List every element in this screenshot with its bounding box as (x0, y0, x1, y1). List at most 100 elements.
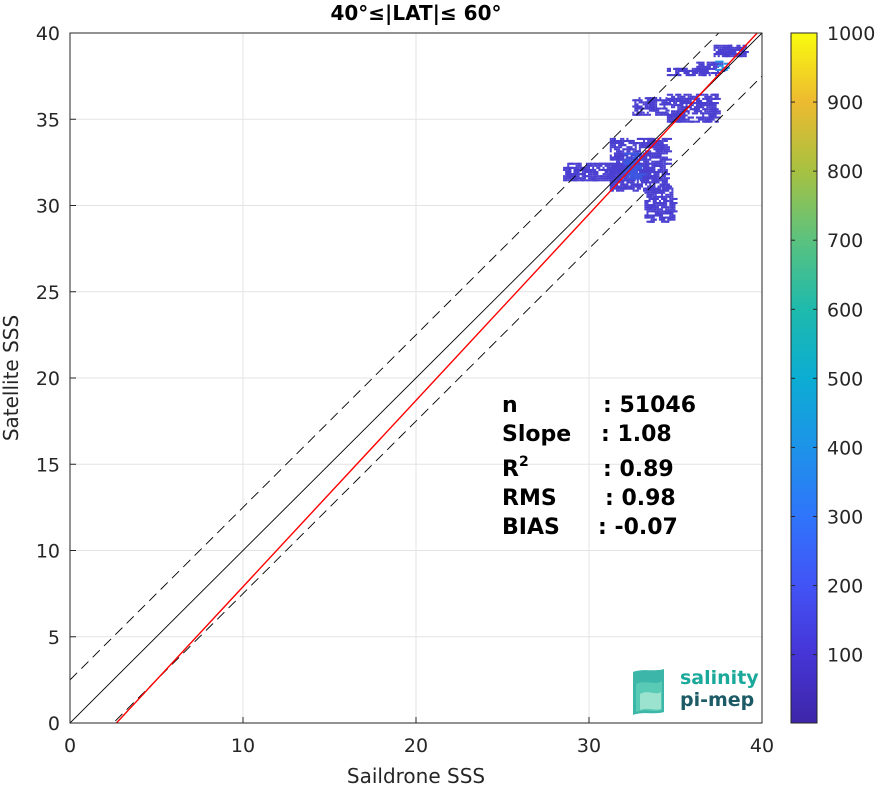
density-cell (655, 181, 658, 184)
density-cell (634, 101, 637, 104)
density-cell (683, 120, 686, 123)
density-cell (687, 95, 690, 98)
density-cell (669, 216, 676, 219)
density-cell (657, 171, 660, 174)
density-cell (681, 116, 684, 119)
density-cell (665, 109, 670, 112)
density-cell (583, 166, 588, 169)
density-cell (700, 69, 703, 72)
density-cell (612, 173, 615, 176)
density-cell (661, 103, 668, 106)
density-cell (585, 162, 588, 165)
density-cell (648, 166, 653, 169)
density-cell (632, 111, 635, 114)
density-cell (660, 210, 664, 213)
density-cell (642, 189, 646, 192)
density-cell (621, 164, 628, 167)
density-cell (581, 179, 586, 182)
density-cell (668, 74, 674, 77)
density-cell (610, 173, 613, 176)
density-cell (641, 177, 645, 180)
density-cell (671, 212, 674, 215)
density-cell (633, 173, 637, 176)
density-cell (636, 142, 639, 145)
density-cell (644, 168, 649, 171)
density-cell (655, 103, 658, 106)
density-cell (600, 168, 603, 171)
density-cell (657, 173, 660, 176)
density-cell (651, 154, 654, 157)
x-tick-label: 20 (404, 735, 428, 757)
density-cell (620, 185, 623, 188)
density-cell (687, 118, 690, 121)
density-cell (609, 148, 612, 151)
density-cell (615, 146, 623, 149)
density-cell (717, 60, 720, 63)
density-cell (742, 50, 745, 54)
density-cell (649, 181, 654, 184)
density-cell (721, 44, 727, 47)
density-cell (648, 162, 653, 165)
density-cell (648, 199, 651, 203)
density-cell (675, 114, 678, 117)
density-cell (654, 193, 657, 196)
density-cell (714, 74, 718, 77)
density-cell (706, 106, 709, 109)
density-cell (695, 108, 698, 111)
density-cell (609, 137, 612, 140)
density-cell (706, 63, 713, 66)
density-cell (624, 154, 627, 157)
density-cell (660, 195, 666, 198)
density-cell (651, 171, 658, 174)
density-cell (642, 107, 645, 110)
density-cell (630, 148, 633, 151)
density-cell (671, 214, 676, 217)
density-cell (649, 156, 654, 159)
density-cell (719, 50, 727, 54)
density-cell (613, 156, 616, 159)
density-cells (563, 44, 749, 223)
density-cell (653, 152, 656, 155)
density-cell (652, 214, 655, 217)
density-cell (623, 169, 630, 172)
density-cell (610, 177, 618, 180)
density-cell (697, 116, 701, 119)
density-cell (661, 99, 668, 102)
y-tick-label: 20 (36, 368, 60, 390)
density-cell (573, 175, 580, 178)
density-cell (619, 162, 622, 165)
density-cell (618, 150, 621, 153)
density-cell (651, 146, 658, 149)
density-cell (659, 168, 664, 171)
density-cell (640, 158, 643, 161)
density-cell (636, 179, 639, 182)
density-cell (648, 193, 655, 196)
density-cell (712, 71, 715, 75)
density-cell (677, 106, 680, 109)
density-cell (573, 179, 578, 182)
density-cell (663, 177, 670, 180)
density-cell (671, 206, 674, 209)
density-cell (583, 173, 586, 176)
density-cell (642, 139, 646, 143)
density-cell (697, 99, 703, 102)
density-cell (708, 65, 711, 68)
density-cell (654, 206, 657, 209)
density-cell (668, 120, 676, 123)
density-cell (689, 120, 692, 123)
density-cell (644, 177, 649, 180)
density-cell (615, 171, 621, 174)
colorbar-tick-label: 1000 (827, 23, 875, 45)
density-cell (695, 120, 701, 123)
density-cell (671, 189, 674, 192)
density-cell (671, 95, 676, 98)
density-cell (638, 150, 641, 153)
density-cell (665, 162, 673, 165)
density-cell (653, 183, 656, 186)
stat-label-bias: BIAS (502, 515, 560, 540)
density-cell (668, 69, 672, 72)
density-cell (665, 208, 668, 211)
density-cell (661, 175, 666, 178)
density-cell (700, 102, 705, 105)
colorbar-tick-label: 400 (827, 437, 863, 459)
